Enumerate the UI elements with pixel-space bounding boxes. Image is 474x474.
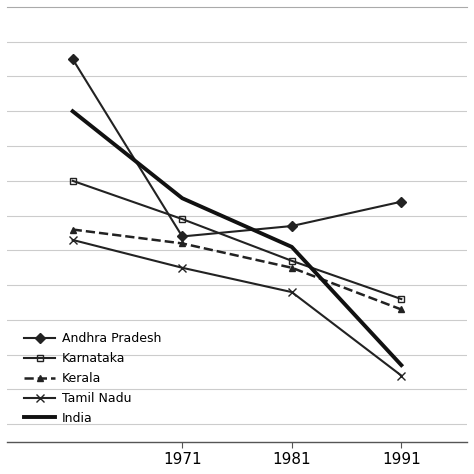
Legend: Andhra Pradesh, Karnataka, Kerala, Tamil Nadu, India: Andhra Pradesh, Karnataka, Kerala, Tamil… bbox=[18, 326, 167, 431]
